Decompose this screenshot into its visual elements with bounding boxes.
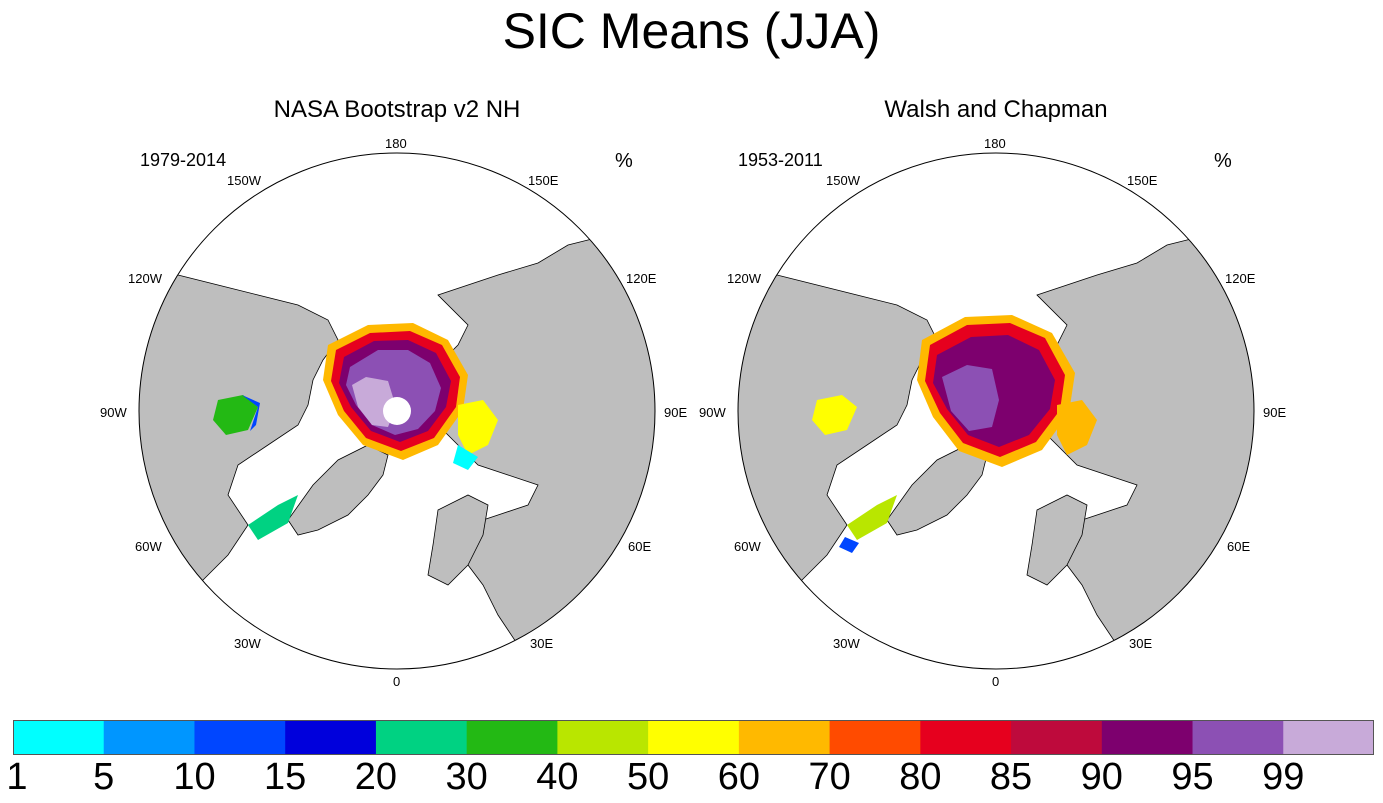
land-greenland xyxy=(886,444,988,536)
ice-band-99 xyxy=(942,365,999,431)
lon-label: 180 xyxy=(385,136,407,151)
colorbar-tick-label: 20 xyxy=(354,756,398,798)
lon-label: 30E xyxy=(530,636,554,651)
ice-kara xyxy=(1057,400,1097,455)
colorbar-swatch xyxy=(466,720,558,755)
colorbar-swatch xyxy=(194,720,286,755)
colorbar-swatch xyxy=(1283,720,1374,755)
land-scandinavia xyxy=(1026,494,1088,586)
ice-baffin xyxy=(812,395,857,435)
lon-label: 60W xyxy=(734,539,761,554)
panel-right-unit: % xyxy=(1214,150,1232,172)
lon-label: 60E xyxy=(628,539,652,554)
lon-label: 30W xyxy=(833,636,860,651)
lon-label: 120W xyxy=(727,271,761,286)
lon-label: 150E xyxy=(528,173,559,188)
land-north-america xyxy=(139,264,339,616)
ice-hudson xyxy=(248,495,298,540)
colorbar-frame xyxy=(13,720,1374,755)
colorbar-swatch xyxy=(648,720,740,755)
land-scandinavia xyxy=(427,494,489,586)
colorbar-tick-label: 99 xyxy=(1262,756,1305,798)
ice-hudson-edge xyxy=(839,537,859,553)
colorbar-tick-label: 80 xyxy=(899,756,942,798)
colorbar-swatch xyxy=(13,720,105,755)
lon-label: 30E xyxy=(1129,636,1153,651)
panel-right-period: 1953-2011 xyxy=(738,150,823,170)
colorbar-tick-label: 5 xyxy=(93,756,115,798)
colorbar-tick-label: 90 xyxy=(1080,756,1123,798)
colorbar-swatch xyxy=(829,720,921,755)
ice-baffin xyxy=(213,395,258,435)
colorbar-swatch xyxy=(1011,720,1103,755)
ice-kara-edge xyxy=(453,445,478,470)
lon-label: 150W xyxy=(227,173,261,188)
colorbar-swatch xyxy=(1192,720,1284,755)
lon-label: 120W xyxy=(128,271,162,286)
colorbar-tick-label: 95 xyxy=(1171,756,1214,798)
lon-label: 30W xyxy=(234,636,261,651)
ice-baffin-edge xyxy=(242,395,260,431)
pole-hole xyxy=(383,397,411,425)
lon-label: 120E xyxy=(1225,271,1256,286)
ice-kara xyxy=(458,400,498,455)
polar-map-right xyxy=(737,152,1255,670)
main-title: SIC Means (JJA) xyxy=(502,3,881,59)
colorbar-tick-label: 30 xyxy=(445,756,488,798)
panel-left-period: 1979-2014 xyxy=(140,150,227,170)
colorbar-tick-label: 40 xyxy=(536,756,579,798)
panel-left-title: NASA Bootstrap v2 NH xyxy=(273,96,521,123)
colorbar-swatch xyxy=(557,720,649,755)
colorbar-tick-label: 70 xyxy=(808,756,851,798)
lon-label: 60W xyxy=(135,539,162,554)
panel-right-title: Walsh and Chapman xyxy=(884,96,1108,123)
lon-label: 0 xyxy=(992,674,1000,689)
colorbar-tick-label: 50 xyxy=(626,756,670,798)
lon-label: 60E xyxy=(1227,539,1251,554)
lon-label: 120E xyxy=(626,271,657,286)
colorbar-swatch xyxy=(1101,720,1194,755)
polar-map-left xyxy=(138,152,656,670)
lon-label: 0 xyxy=(393,674,401,689)
lon-label: 180 xyxy=(984,136,1006,151)
colorbar-tick-label: 60 xyxy=(717,756,760,798)
lon-label: 90E xyxy=(1263,405,1287,420)
land-greenland xyxy=(287,444,389,536)
lon-label: 90W xyxy=(699,405,726,420)
colorbar-tick-label: 10 xyxy=(173,756,216,798)
colorbar-tick-label: 1 xyxy=(6,756,28,798)
lon-label: 90E xyxy=(664,405,688,420)
colorbar-swatch xyxy=(738,720,831,755)
panel-left-unit: % xyxy=(615,150,633,172)
colorbar xyxy=(13,720,1374,755)
land-north-america xyxy=(738,264,938,616)
lon-label: 150E xyxy=(1127,173,1158,188)
colorbar-tick-label: 85 xyxy=(989,756,1033,798)
colorbar-swatch xyxy=(375,720,468,755)
lon-label: 150W xyxy=(826,173,860,188)
ice-hudson xyxy=(847,495,897,540)
colorbar-swatch xyxy=(920,720,1012,755)
lon-label: 90W xyxy=(100,405,127,420)
colorbar-swatch xyxy=(285,720,377,755)
colorbar-swatch xyxy=(103,720,195,755)
colorbar-tick-label: 15 xyxy=(264,756,307,798)
